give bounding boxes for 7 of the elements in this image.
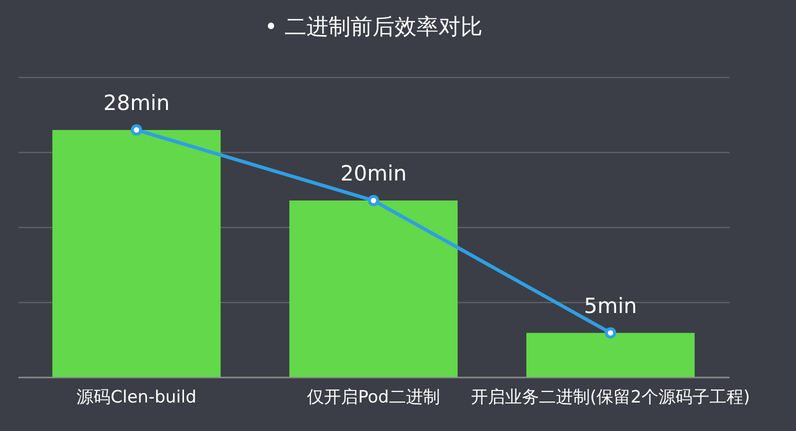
data-label: 5min xyxy=(584,294,637,318)
data-label: 20min xyxy=(340,162,407,186)
x-tick-label: 开启业务二进制(保留2个源码子工程) xyxy=(470,388,750,408)
data-label: 28min xyxy=(103,90,170,115)
x-tick-label: 源码Clen-build xyxy=(76,388,196,408)
x-tick-label: 仅开启Pod二进制 xyxy=(307,388,440,408)
chart-title: • 二进制前后效率对比 xyxy=(264,15,482,40)
